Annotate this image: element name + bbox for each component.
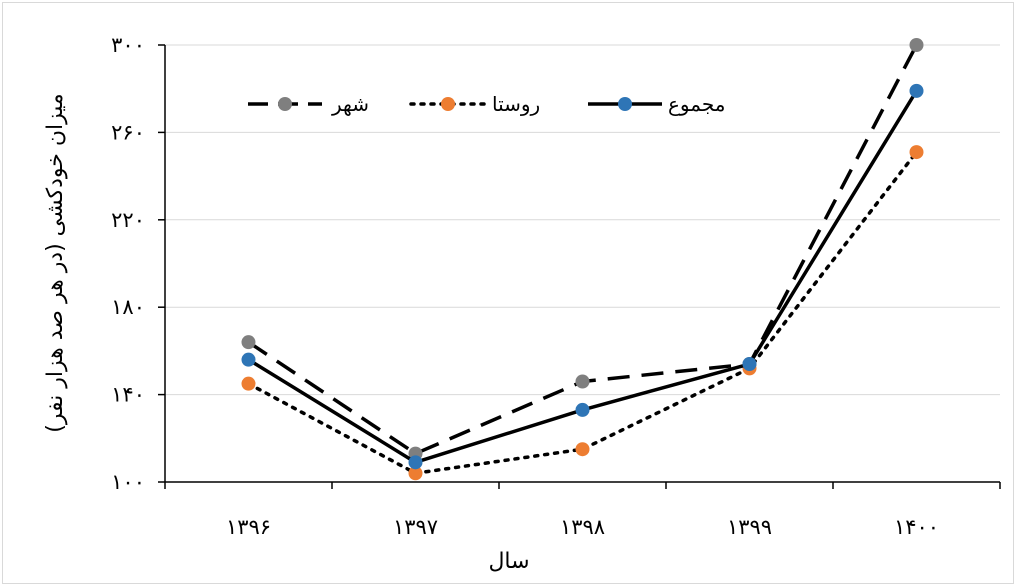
y-tick-labels: ۱۰۰ ۱۴۰ ۱۸۰ ۲۲۰ ۲۶۰ ۳۰۰ — [111, 33, 145, 494]
x-tick-label: ۱۳۹۹ — [727, 515, 772, 539]
series-dotted — [241, 145, 924, 481]
data-point — [408, 455, 423, 470]
data-point — [575, 442, 590, 457]
y-tick-label: ۱۰۰ — [111, 470, 145, 494]
data-point — [575, 402, 590, 417]
data-point — [909, 83, 924, 98]
x-axis-title: سال — [488, 549, 529, 574]
series-line — [246, 150, 919, 476]
series-layer — [241, 38, 924, 481]
data-point — [408, 466, 423, 481]
legend-label: روستا — [492, 92, 540, 116]
axes — [158, 44, 1001, 489]
data-point — [241, 376, 256, 391]
legend-marker — [441, 97, 455, 111]
series-solid — [241, 83, 924, 470]
y-tick-label: ۱۸۰ — [111, 295, 145, 319]
legend-item: شهر — [248, 92, 369, 116]
legend-item: مجموع — [588, 92, 725, 116]
legend-label: مجموع — [668, 92, 725, 116]
y-tick-label: ۲۲۰ — [111, 208, 145, 232]
legend-marker — [618, 97, 632, 111]
x-tick-label: ۱۳۹۸ — [560, 515, 605, 539]
y-tick-label: ۱۴۰ — [111, 383, 145, 407]
data-point — [241, 335, 256, 350]
data-point — [742, 357, 757, 372]
legend-marker — [278, 97, 292, 111]
gridlines — [165, 44, 1000, 396]
data-point — [909, 38, 924, 52]
x-tick-label: ۱۳۹۶ — [226, 515, 271, 539]
y-axis-title: میزان خودکشی (در هر صد هزار نفر) — [43, 93, 68, 432]
y-tick-label: ۲۶۰ — [111, 120, 145, 144]
y-tick-label: ۳۰۰ — [111, 33, 145, 57]
data-point — [241, 352, 256, 367]
x-tick-labels: ۱۳۹۶ ۱۳۹۷ ۱۳۹۸ ۱۳۹۹ ۱۴۰۰ — [226, 515, 939, 539]
legend-label: شهر — [331, 92, 369, 116]
x-tick-label: ۱۴۰۰ — [894, 515, 939, 539]
data-point — [909, 145, 924, 160]
x-tick-label: ۱۳۹۷ — [393, 515, 438, 539]
legend-item: روستا — [409, 92, 540, 116]
data-point — [575, 374, 590, 389]
legend: شهر روستا مجموع — [248, 92, 725, 116]
